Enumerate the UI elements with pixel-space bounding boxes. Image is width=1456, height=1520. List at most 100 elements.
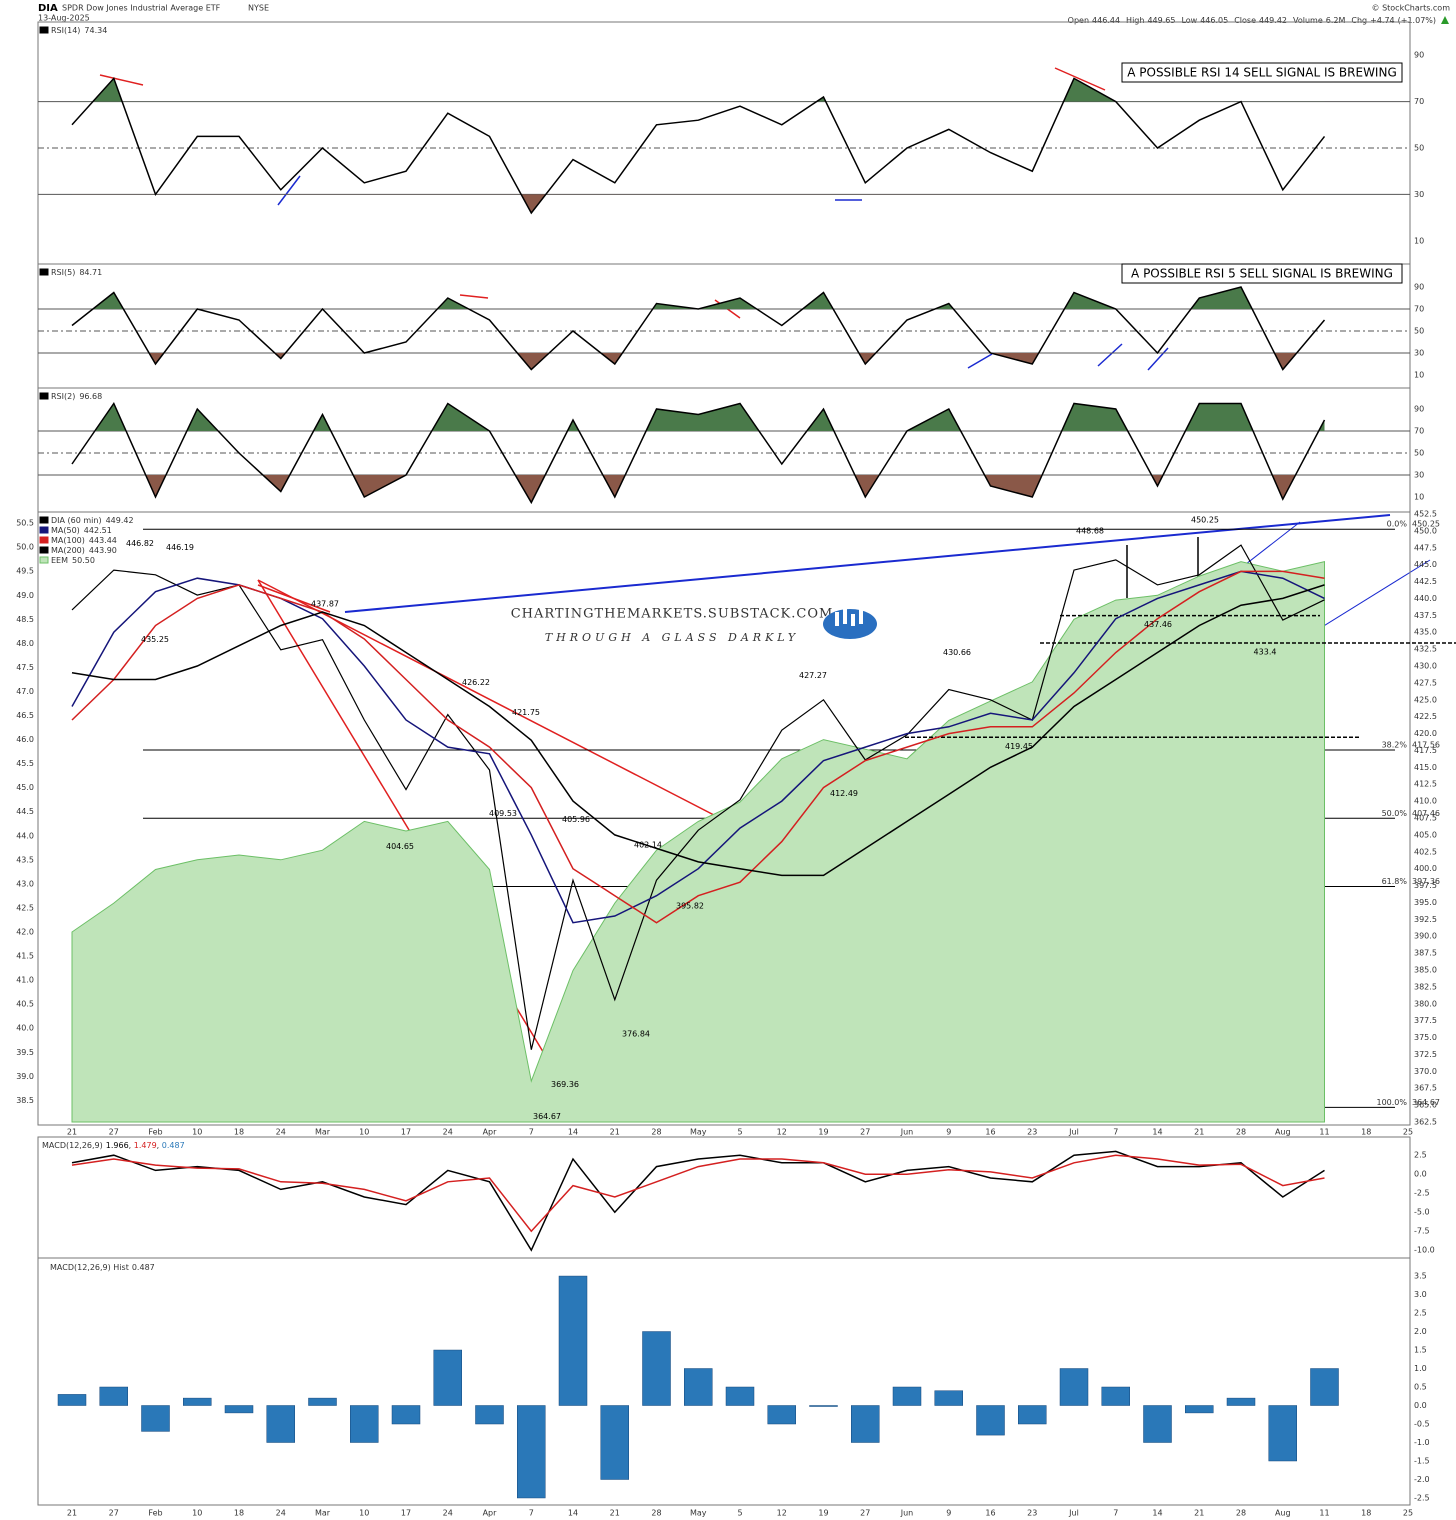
x-tick-label: Mar [315, 1509, 331, 1518]
y-tick-label: 420.0 [1414, 729, 1437, 738]
y2-tick-label: 44.5 [16, 807, 34, 816]
y2-tick-label: 46.5 [16, 711, 34, 720]
y2-tick-label: 47.0 [16, 687, 34, 696]
x-tick-label: 12 [777, 1509, 787, 1518]
price-label: 364.67 [533, 1112, 561, 1121]
line [71, 1150, 1325, 1252]
legend-name: RSI(2) [51, 392, 75, 401]
legend-value: 74.34 [84, 26, 107, 35]
legend-swatch [39, 556, 49, 564]
bar [1101, 1386, 1130, 1406]
legend-name: RSI(5) [51, 268, 75, 277]
legend-value: 84.71 [79, 268, 102, 277]
price-label: 430.66 [943, 648, 971, 657]
x-tick-label: 21 [610, 1128, 620, 1137]
symbol: DIA [38, 3, 58, 14]
y-tick-label: 380.0 [1414, 999, 1437, 1008]
y-tick-label: 450.0 [1414, 526, 1437, 535]
legend-value: 50.50 [72, 556, 95, 565]
y-tick-label: 372.5 [1414, 1050, 1437, 1059]
x-tick-label: 25 [1403, 1128, 1413, 1137]
bar [1143, 1405, 1172, 1443]
line [71, 584, 1325, 877]
legend-swatch [39, 546, 49, 554]
y2-tick-label: 40.5 [16, 1000, 34, 1009]
y2-tick-label: 47.5 [16, 663, 34, 672]
watermark-site: CHARTINGTHEMARKETS.SUBSTACK.COM [511, 607, 834, 622]
y-tick-label: 3.5 [1414, 1272, 1427, 1281]
price-label: 427.27 [799, 671, 827, 680]
bar [224, 1405, 254, 1414]
quote-label: Open [1068, 16, 1089, 25]
y-tick-label: 1.0 [1414, 1364, 1427, 1373]
panel-frame [37, 511, 1411, 1126]
bar [976, 1405, 1005, 1436]
y-tick-label: 90 [1414, 405, 1424, 414]
y-tick-label: 377.5 [1414, 1016, 1437, 1025]
bar [57, 1394, 87, 1406]
y2-tick-label: 39.0 [16, 1072, 34, 1081]
x-tick-label: 11 [1319, 1128, 1329, 1137]
y-tick-label: 390.0 [1414, 932, 1437, 941]
bar [1226, 1397, 1256, 1406]
bar [1059, 1368, 1089, 1406]
y-tick-label: 1.5 [1414, 1346, 1427, 1355]
y-tick-label: 3.0 [1414, 1290, 1427, 1299]
x-tick-label: Apr [483, 1509, 498, 1518]
y-tick-label: 405.0 [1414, 830, 1437, 839]
y2-tick-label: 42.0 [16, 928, 34, 937]
legend-value: 0.487 [132, 1263, 155, 1272]
exchange: NYSE [248, 4, 269, 13]
x-tick-label: 24 [276, 1509, 286, 1518]
bar [350, 1405, 379, 1443]
x-tick-label: Feb [148, 1128, 162, 1137]
legend: MACD(12,26,9) 1.966, 1.479, 0.487 [42, 1141, 185, 1150]
y-tick-label: 385.0 [1414, 966, 1437, 975]
y-tick-label: -2.0 [1414, 1475, 1430, 1484]
watermark-logo [823, 606, 877, 639]
callout: A POSSIBLE RSI 14 SELL SIGNAL IS BREWING [1127, 66, 1397, 80]
x-tick-label: 19 [818, 1509, 828, 1518]
fib-label: 0.0% [1387, 520, 1408, 529]
x-tick-label: 21 [1194, 1128, 1204, 1137]
x-tick-label: 23 [1027, 1128, 1037, 1137]
legend-name: EEM [51, 556, 68, 565]
x-tick-label: 19 [818, 1128, 828, 1137]
y2-tick-label: 50.5 [16, 519, 34, 528]
quote-label: Low [1181, 16, 1197, 25]
x-tick-label: 17 [401, 1509, 411, 1518]
y-tick-label: -1.5 [1414, 1456, 1430, 1465]
y-tick-label: 412.5 [1414, 780, 1437, 789]
y-tick-label: 382.5 [1414, 982, 1437, 991]
y-tick-label: -2.5 [1414, 1189, 1430, 1198]
legend-title: MACD(12,26,9) [42, 1141, 103, 1150]
quote-value: 449.65 [1147, 16, 1175, 25]
x-tick-label: 28 [651, 1128, 661, 1137]
y-tick-label: 425.0 [1414, 695, 1437, 704]
panel-frame [37, 1257, 1411, 1506]
y2-tick-label: 41.0 [16, 976, 34, 985]
x-tick-label: 27 [109, 1509, 119, 1518]
y-tick-label: 2.0 [1414, 1327, 1427, 1336]
x-tick-label: 12 [777, 1128, 787, 1137]
y-tick-label: -1.0 [1414, 1438, 1430, 1447]
y2-tick-label: 46.0 [16, 735, 34, 744]
y-tick-label: 370.0 [1414, 1067, 1437, 1076]
fib-value: 417.56 [1412, 741, 1440, 750]
legend-name: MA(200) [51, 546, 85, 555]
x-tick-label: 10 [192, 1509, 202, 1518]
y-tick-label: 0.0 [1414, 1401, 1427, 1410]
legend-value: 443.44 [89, 536, 117, 545]
legend-sep: , [129, 1141, 134, 1150]
legend: RSI(5) 84.71 [51, 268, 102, 277]
y-tick-label: 442.5 [1414, 577, 1437, 586]
y-tick-label: 422.5 [1414, 712, 1437, 721]
legend: MA(200) 443.90 [51, 546, 117, 555]
x-tick-label: 27 [860, 1509, 870, 1518]
price-label: 369.36 [551, 1080, 579, 1089]
x-tick-label: 10 [192, 1128, 202, 1137]
legend-value: 1.479 [134, 1141, 157, 1150]
x-tick-label: 21 [1194, 1509, 1204, 1518]
line [71, 401, 1326, 505]
